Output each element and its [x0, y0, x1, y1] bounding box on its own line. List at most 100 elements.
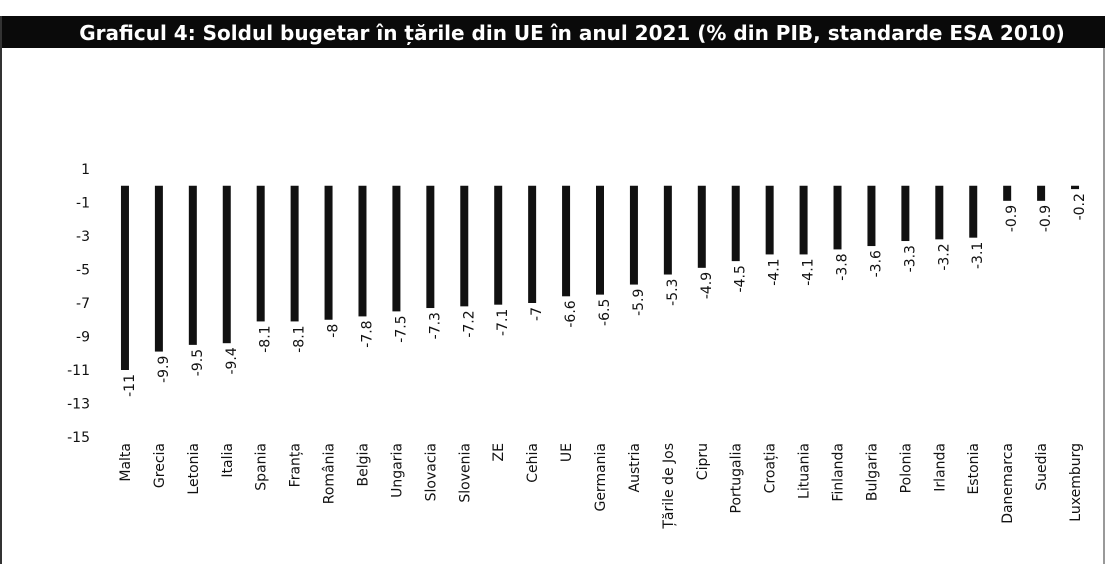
bar [833, 185, 842, 250]
bar [154, 185, 163, 352]
bar [799, 185, 808, 255]
y-tick-label: -7 [76, 296, 90, 312]
bar [426, 185, 435, 309]
bar [120, 185, 129, 370]
value-label: -3.2 [936, 243, 952, 270]
x-tick-label: Suedia [1034, 443, 1050, 491]
x-tick-label: Grecia [152, 443, 168, 488]
y-tick-label: -3 [76, 229, 90, 245]
x-tick-label: Danemarca [1000, 443, 1016, 524]
value-label: -3.6 [868, 250, 884, 277]
x-tick-label: Bulgaria [864, 443, 880, 501]
x-tick-label: Spania [254, 443, 270, 491]
bar [1003, 185, 1012, 201]
y-tick-label: -1 [76, 196, 90, 212]
value-label: -9.4 [224, 347, 240, 374]
bar [562, 185, 571, 297]
x-tick-label: ZE [491, 443, 507, 461]
value-label: -3.1 [970, 242, 986, 269]
x-tick-label: Slovacia [423, 443, 439, 501]
x-tick-label: Belgia [355, 443, 371, 486]
x-tick-label: România [322, 443, 338, 504]
y-tick-label: -9 [76, 330, 90, 346]
x-tick-label: Slovenia [457, 443, 473, 503]
value-label: -8 [326, 324, 342, 338]
bar [731, 185, 740, 262]
value-label: -9.9 [156, 356, 172, 383]
x-tick-label: UE [559, 443, 575, 462]
y-tick-label: -5 [76, 263, 90, 279]
x-tick-label: Estonia [966, 443, 982, 495]
y-tick-label: 1 [81, 162, 90, 178]
y-tick-label: -15 [67, 430, 90, 446]
bar [494, 185, 503, 305]
bar [596, 185, 604, 295]
x-tick-label: Polonia [898, 443, 914, 493]
bar [1037, 185, 1046, 201]
bar [392, 185, 401, 312]
x-tick-label: Croația [763, 443, 779, 493]
bar [188, 185, 197, 345]
value-label: -4.9 [699, 272, 715, 299]
bar [697, 185, 706, 268]
x-tick-label: Italia [220, 443, 236, 478]
x-tick-label: Malta [118, 443, 134, 482]
value-label: -7.8 [359, 320, 375, 347]
value-label: -3.8 [835, 253, 851, 280]
value-label: -0.9 [1004, 205, 1020, 232]
bar [935, 185, 944, 240]
x-tick-label: Austria [627, 443, 643, 492]
x-tick-label: Finlanda [831, 443, 847, 502]
x-tick-label: Letonia [186, 443, 202, 495]
x-tick-label: Țările de Jos [661, 443, 677, 530]
value-label: -0.9 [1038, 205, 1054, 232]
bar [1071, 185, 1080, 190]
bar [969, 185, 978, 238]
value-label: -9.5 [190, 349, 206, 376]
y-tick-label: -13 [67, 397, 90, 413]
bar [290, 185, 299, 322]
x-tick-label: Lituania [797, 443, 813, 499]
value-label: -5.9 [631, 289, 647, 316]
value-label: -0.2 [1072, 193, 1088, 220]
x-tick-label: Franța [288, 443, 304, 487]
value-label: -5.3 [665, 279, 681, 306]
bar [867, 185, 876, 247]
bar [460, 185, 469, 307]
value-label: -7.2 [461, 310, 477, 337]
value-label: -6.5 [597, 299, 613, 326]
x-tick-label: Cipru [695, 443, 711, 480]
x-tick-label: Luxemburg [1068, 443, 1084, 522]
x-tick-label: Germania [593, 443, 609, 512]
bar [324, 185, 333, 320]
title-banner [0, 16, 1105, 48]
value-label: -7.5 [393, 315, 409, 342]
bar [222, 185, 231, 344]
chart-title: Graficul 4: Soldul bugetar în țările din… [79, 21, 1064, 45]
bar [765, 185, 774, 255]
value-label: -7.3 [427, 312, 443, 339]
value-label: -11 [122, 374, 138, 397]
x-tick-label: Ungaria [389, 443, 405, 498]
value-label: -8.1 [258, 325, 274, 352]
value-label: -3.3 [902, 245, 918, 272]
y-tick-label: -11 [67, 363, 90, 379]
bar [901, 185, 910, 242]
value-label: -8.1 [292, 325, 308, 352]
value-label: -4.1 [767, 258, 783, 285]
value-label: -6.6 [563, 300, 579, 327]
value-label: -7.1 [495, 309, 511, 336]
value-label: -4.5 [733, 265, 749, 292]
bar [663, 185, 672, 275]
value-label: -4.1 [801, 258, 817, 285]
bar [256, 185, 265, 322]
x-tick-label: Cehia [525, 443, 541, 483]
value-label: -7 [529, 307, 545, 321]
bar [528, 185, 537, 303]
bar [358, 185, 367, 317]
x-tick-label: Irlanda [932, 443, 948, 492]
bar [629, 185, 638, 285]
x-tick-label: Portugalia [729, 443, 745, 513]
